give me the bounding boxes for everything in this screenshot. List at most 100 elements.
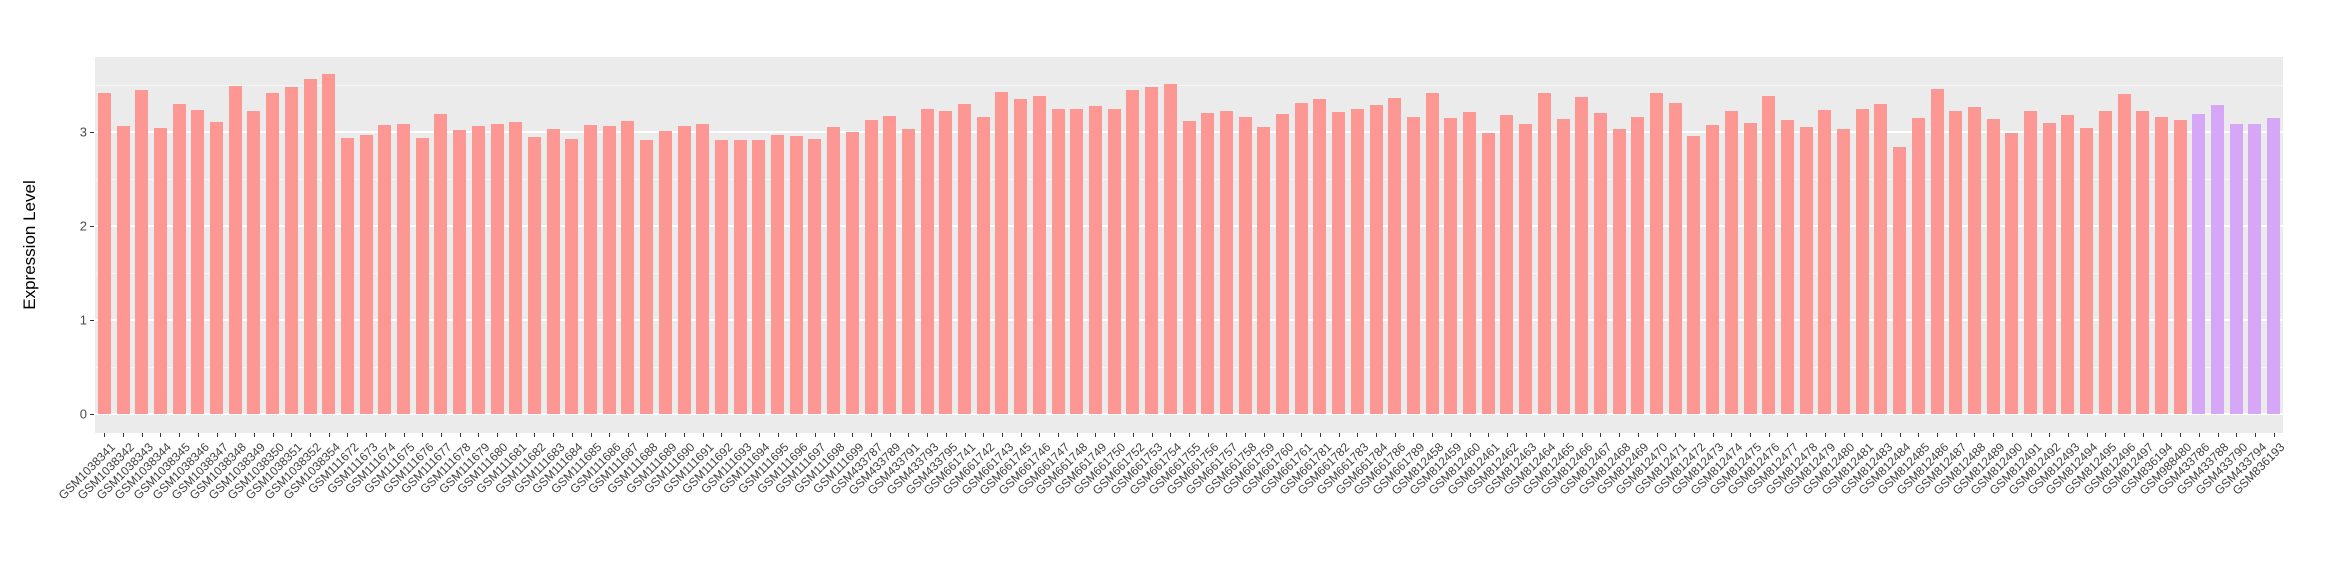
x-tick-mark xyxy=(347,433,349,437)
bar xyxy=(2080,128,2094,414)
x-tick-mark xyxy=(1880,433,1882,437)
x-tick-mark xyxy=(777,433,779,437)
bar xyxy=(2042,122,2056,414)
x-tick-mark xyxy=(1039,433,1041,437)
x-tick-mark xyxy=(160,433,162,437)
bar xyxy=(2211,104,2225,414)
x-tick-mark xyxy=(1301,433,1303,437)
bar xyxy=(901,129,915,414)
bar xyxy=(210,121,224,414)
x-tick-mark xyxy=(1170,433,1172,437)
bar xyxy=(322,73,336,414)
bar xyxy=(1575,97,1589,414)
y-tick-mark xyxy=(90,226,94,227)
bar xyxy=(1893,147,1907,414)
x-tick-mark xyxy=(1525,433,1527,437)
x-tick-mark xyxy=(1357,433,1359,437)
x-tick-mark xyxy=(216,433,218,437)
bar xyxy=(191,110,205,414)
x-tick-mark xyxy=(440,433,442,437)
x-tick-mark xyxy=(1619,433,1621,437)
x-tick-mark xyxy=(2030,433,2032,437)
bar xyxy=(1313,99,1327,414)
bar xyxy=(1855,108,1869,414)
x-tick-mark xyxy=(1993,433,1995,437)
x-tick-mark xyxy=(927,433,929,437)
bar xyxy=(397,123,411,414)
bar xyxy=(1444,117,1458,414)
x-tick-mark xyxy=(1824,433,1826,437)
bar xyxy=(359,134,373,414)
x-tick-mark xyxy=(590,433,592,437)
bar xyxy=(2192,114,2206,414)
bar xyxy=(1070,108,1084,414)
bar xyxy=(1107,108,1121,414)
bar xyxy=(1780,119,1794,414)
bar xyxy=(490,123,504,414)
x-tick-mark xyxy=(1245,433,1247,437)
x-tick-mark xyxy=(141,433,143,437)
x-tick-mark xyxy=(2124,433,2126,437)
x-tick-mark xyxy=(1263,433,1265,437)
x-tick-mark xyxy=(2161,433,2163,437)
x-tick-mark xyxy=(1338,433,1340,437)
x-tick-mark xyxy=(852,433,854,437)
bar xyxy=(509,121,523,414)
bar xyxy=(2098,111,2112,414)
x-tick-mark xyxy=(1563,433,1565,437)
bar xyxy=(1519,123,1533,414)
x-tick-mark xyxy=(796,433,798,437)
x-tick-mark xyxy=(908,433,910,437)
x-tick-mark xyxy=(553,433,555,437)
bar xyxy=(1332,112,1346,414)
bar xyxy=(2267,117,2281,414)
x-tick-mark xyxy=(889,433,891,437)
x-tick-mark xyxy=(2236,433,2238,437)
x-tick-mark xyxy=(2011,433,2013,437)
x-tick-mark xyxy=(459,433,461,437)
x-tick-mark xyxy=(684,433,686,437)
bar xyxy=(116,126,130,414)
bar xyxy=(340,137,354,414)
bar xyxy=(1463,112,1476,414)
x-tick-mark xyxy=(1637,433,1639,437)
bar xyxy=(1201,113,1215,414)
bar xyxy=(1986,118,2000,414)
bar xyxy=(958,103,972,414)
x-tick-mark xyxy=(104,433,106,437)
x-tick-mark xyxy=(1488,433,1490,437)
bar xyxy=(976,116,990,414)
x-tick-mark xyxy=(1581,433,1583,437)
bar xyxy=(2229,124,2243,414)
bar xyxy=(1088,105,1102,414)
x-tick-mark xyxy=(2254,433,2256,437)
bar xyxy=(2117,94,2131,414)
x-tick-mark xyxy=(1450,433,1452,437)
x-tick-mark xyxy=(1058,433,1060,437)
bar xyxy=(658,131,672,414)
bar xyxy=(1145,86,1159,414)
bar xyxy=(1369,104,1383,414)
bar xyxy=(714,140,728,414)
bar xyxy=(415,137,429,414)
bar xyxy=(1182,120,1196,414)
plot-panel xyxy=(95,57,2283,433)
bar xyxy=(1294,102,1308,414)
x-tick-mark xyxy=(179,433,181,437)
x-tick-mark xyxy=(1600,433,1602,437)
y-tick-label: 1 xyxy=(79,312,87,328)
bar xyxy=(1406,116,1420,414)
x-tick-mark xyxy=(665,433,667,437)
bar xyxy=(584,125,598,414)
bar xyxy=(1687,135,1701,414)
bar xyxy=(1219,111,1233,414)
bar xyxy=(864,119,878,414)
gridline-major xyxy=(95,413,2283,415)
x-tick-mark xyxy=(384,433,386,437)
bar xyxy=(453,130,467,414)
y-tick-mark xyxy=(90,320,94,321)
bar xyxy=(527,136,541,414)
x-tick-mark xyxy=(1076,433,1078,437)
x-tick-mark xyxy=(1918,433,1920,437)
x-tick-mark xyxy=(1862,433,1864,437)
